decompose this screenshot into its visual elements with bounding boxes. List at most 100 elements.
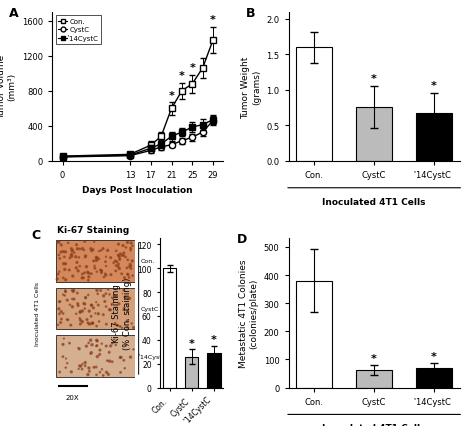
Point (68, 248, 75, 255)
Point (84, 269, 91, 276)
Point (101, 271, 109, 277)
Point (88, 342, 96, 348)
Point (114, 252, 122, 259)
Point (127, 247, 135, 254)
Point (124, 324, 131, 331)
Y-axis label: Metastatic 4T1 Colonies
(colonies/plate): Metastatic 4T1 Colonies (colonies/plate) (238, 259, 258, 367)
Point (54, 240, 61, 247)
Point (104, 286, 112, 293)
Text: *: * (210, 15, 216, 25)
Point (107, 272, 115, 279)
Point (98, 268, 106, 274)
Point (89, 320, 96, 327)
Text: *: * (189, 63, 195, 73)
Point (92, 364, 100, 371)
Point (85, 270, 92, 277)
Point (121, 294, 129, 301)
Point (117, 369, 124, 376)
Point (80, 247, 88, 254)
Point (98, 270, 105, 276)
Point (82, 343, 90, 350)
Point (73, 259, 81, 266)
Point (61, 254, 68, 261)
Point (62, 364, 70, 371)
Text: *: * (431, 81, 437, 91)
Point (117, 323, 124, 330)
Bar (56, 240, 135, 282)
Point (97, 267, 104, 273)
Point (77, 317, 84, 324)
Point (119, 287, 127, 294)
Point (102, 254, 110, 261)
Point (91, 265, 99, 272)
Point (82, 253, 89, 260)
Point (96, 369, 104, 376)
Point (77, 321, 84, 328)
Point (58, 316, 65, 323)
Point (97, 248, 105, 254)
Point (127, 354, 134, 361)
Point (88, 248, 96, 255)
Point (127, 245, 135, 252)
Point (102, 321, 110, 328)
Point (82, 295, 90, 302)
Point (73, 311, 80, 317)
Point (118, 271, 126, 278)
Text: Inoculated 4T1 Cells: Inoculated 4T1 Cells (35, 281, 40, 345)
Point (70, 287, 78, 294)
Point (79, 361, 86, 368)
Point (112, 248, 120, 255)
Point (70, 296, 78, 303)
Point (56, 368, 64, 375)
Point (88, 349, 95, 356)
Point (115, 252, 122, 259)
Point (55, 252, 63, 259)
Point (112, 268, 119, 275)
Point (69, 304, 76, 311)
Point (70, 250, 78, 256)
Point (122, 245, 130, 251)
Point (118, 252, 126, 259)
Point (54, 271, 62, 278)
Point (76, 263, 83, 270)
Text: Inoculated 4T1 Cells: Inoculated 4T1 Cells (322, 197, 426, 206)
Point (84, 320, 92, 327)
Point (91, 263, 98, 270)
Point (79, 246, 86, 253)
Point (76, 309, 84, 316)
Point (62, 288, 69, 295)
Point (94, 255, 101, 262)
Point (55, 306, 63, 313)
Point (76, 246, 83, 253)
Point (93, 343, 101, 349)
Point (56, 299, 64, 305)
Text: *: * (371, 353, 377, 363)
Point (108, 301, 116, 308)
Bar (56, 336, 135, 377)
Point (88, 271, 95, 277)
Point (109, 359, 116, 366)
Point (68, 246, 75, 253)
Point (102, 272, 109, 279)
Point (116, 265, 123, 272)
Point (93, 353, 101, 360)
Point (109, 340, 116, 347)
Point (60, 335, 68, 342)
Point (55, 239, 63, 246)
Point (59, 354, 67, 360)
Point (66, 302, 73, 308)
Point (127, 262, 134, 268)
Point (112, 342, 119, 348)
Text: *: * (371, 74, 377, 83)
Point (102, 291, 109, 297)
Bar (185, 357, 199, 388)
Point (106, 358, 113, 365)
Text: D: D (237, 233, 247, 246)
Point (66, 255, 73, 262)
Point (100, 274, 108, 281)
Point (93, 323, 100, 330)
Point (69, 248, 77, 254)
Point (103, 357, 111, 364)
Text: Con.: Con. (141, 259, 155, 264)
Point (115, 301, 123, 308)
